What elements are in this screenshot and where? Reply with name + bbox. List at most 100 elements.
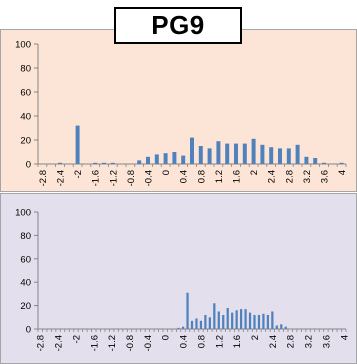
top-bar — [286, 148, 291, 164]
top-bar — [260, 144, 265, 164]
top-x-tick-label: 1.2 — [214, 170, 225, 183]
top-bar — [75, 125, 80, 164]
top-bar — [93, 162, 98, 164]
top-bar — [102, 162, 106, 164]
top-bar — [234, 143, 238, 164]
top-x-tick-label: 0 — [161, 170, 172, 175]
top-bar — [242, 143, 247, 164]
bottom-x-tick-label: -1.2 — [107, 335, 118, 351]
bottom-bar — [199, 320, 203, 329]
top-bar — [190, 137, 194, 164]
top-bar — [58, 162, 62, 164]
bottom-x-tick-label: -1.6 — [89, 335, 100, 351]
top-bar — [304, 156, 309, 164]
bottom-y-tick-label: 0 — [26, 325, 31, 336]
top-x-tick-label: 4 — [337, 170, 348, 175]
bottom-panel-background — [0, 193, 357, 364]
bottom-bar — [195, 318, 198, 329]
bottom-x-tick-label: -2.4 — [54, 335, 65, 351]
top-x-tick-label: -2.4 — [56, 170, 67, 186]
bottom-bar — [257, 314, 261, 329]
top-y-tick-label: 60 — [20, 88, 31, 99]
bottom-bar — [271, 311, 274, 329]
bottom-x-tick-label: 0.8 — [196, 335, 207, 348]
bottom-bar — [248, 312, 252, 329]
bottom-bar — [284, 326, 287, 329]
top-x-tick-label: 2.4 — [267, 170, 278, 183]
bottom-bar — [262, 313, 265, 329]
top-bar — [339, 162, 344, 164]
bottom-y-tick-label: 40 — [20, 278, 31, 289]
top-x-tick-label: 2 — [249, 170, 260, 175]
top-bar — [251, 138, 256, 164]
bottom-x-tick-label: -2.8 — [36, 335, 47, 351]
top-bar — [137, 160, 142, 164]
top-bar — [172, 152, 177, 164]
bottom-bar — [275, 325, 278, 329]
bottom-bar — [266, 314, 269, 329]
bottom-bar — [204, 314, 207, 329]
top-x-tick-label: -1.2 — [108, 170, 119, 186]
top-bar — [110, 162, 115, 164]
top-bar — [225, 143, 230, 164]
bottom-bar — [231, 312, 234, 329]
chart-title: PG9 — [114, 7, 242, 44]
bottom-y-tick-label: 100 — [15, 208, 31, 219]
top-bar — [146, 156, 150, 164]
bottom-x-tick-label: 1.2 — [214, 335, 225, 348]
top-bar — [154, 154, 159, 164]
bottom-bar — [177, 327, 180, 329]
bottom-x-tick-label: 0 — [161, 335, 172, 340]
bottom-bar — [186, 292, 189, 329]
top-bar — [163, 153, 168, 164]
bottom-bar — [181, 326, 185, 329]
top-bar — [198, 146, 203, 164]
bottom-x-tick-label: 2.8 — [286, 335, 297, 348]
bottom-bar — [222, 314, 225, 329]
top-y-tick-label: 20 — [20, 136, 31, 147]
bottom-bar — [217, 311, 220, 329]
top-x-tick-label: 3.2 — [302, 170, 313, 183]
top-x-tick-label: -2 — [73, 170, 84, 178]
top-x-tick-label: -0.4 — [144, 170, 155, 186]
top-bar — [278, 148, 282, 164]
bottom-x-tick-label: 0.4 — [179, 335, 190, 348]
top-y-tick-label: 0 — [26, 160, 31, 171]
bottom-bar — [190, 320, 194, 329]
top-x-tick-label: -1.6 — [91, 170, 102, 186]
bottom-x-tick-label: -2 — [71, 335, 82, 343]
bottom-x-tick-label: 1.6 — [232, 335, 243, 348]
bottom-y-tick-label: 80 — [20, 231, 31, 242]
bottom-bar — [280, 324, 283, 329]
top-y-tick-label: 40 — [20, 112, 31, 123]
top-bar — [295, 144, 300, 164]
bottom-x-tick-label: 4 — [339, 335, 350, 340]
top-bar — [322, 162, 326, 164]
bottom-y-tick-label: 20 — [20, 301, 31, 312]
top-bar — [313, 158, 318, 164]
top-bar — [181, 155, 186, 164]
top-x-tick-label: 0.4 — [179, 170, 190, 183]
bottom-x-tick-label: 2 — [250, 335, 261, 340]
bottom-x-tick-label: 3.2 — [304, 335, 315, 348]
top-x-tick-label: 0.8 — [196, 170, 207, 183]
bottom-bar — [235, 310, 238, 329]
bottom-bar — [244, 309, 247, 329]
top-x-tick-label: 2.8 — [284, 170, 295, 183]
bottom-x-tick-label: -0.4 — [143, 335, 154, 351]
top-y-tick-label: 80 — [20, 64, 31, 75]
top-bar — [207, 148, 212, 164]
bottom-x-tick-label: -0.8 — [125, 335, 136, 351]
bottom-y-tick-label: 60 — [20, 254, 31, 265]
bottom-bar — [208, 317, 211, 329]
bottom-x-tick-label: 2.4 — [268, 335, 279, 348]
bottom-x-tick-label: 3.6 — [321, 335, 332, 348]
bottom-bar — [213, 303, 216, 329]
top-x-tick-label: 3.6 — [320, 170, 331, 183]
top-y-tick-label: 100 — [15, 40, 31, 51]
top-x-tick-label: -2.8 — [38, 170, 49, 186]
top-bar — [269, 147, 274, 164]
top-x-tick-label: 1.6 — [232, 170, 243, 183]
bottom-bar — [239, 309, 243, 329]
